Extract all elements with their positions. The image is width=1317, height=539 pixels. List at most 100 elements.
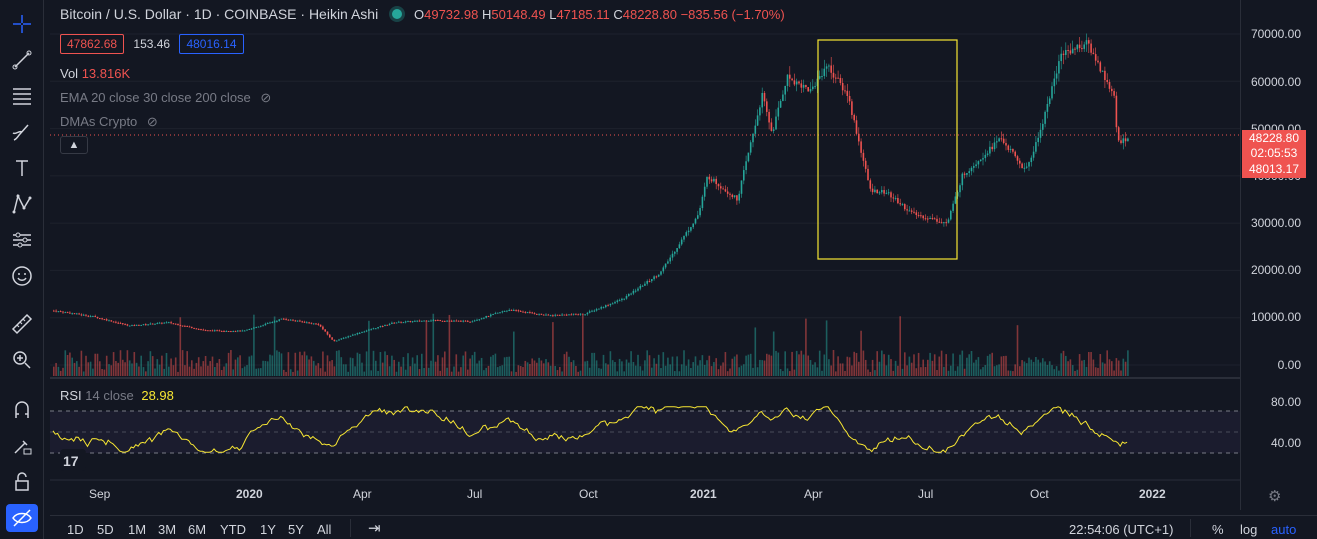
candle-body [186,325,188,327]
range-6m[interactable]: 6M [188,522,207,537]
volume-bar [480,357,483,376]
candle-body [1106,79,1108,83]
goto-date-icon[interactable]: ⇥ [368,520,381,537]
buy-price-button[interactable]: 48016.14 [179,34,244,54]
volume-bar [600,368,602,376]
candle-body [269,322,271,324]
volume-bar [1090,352,1092,376]
lock-icon[interactable] [6,468,38,496]
range-1y[interactable]: 1Y [260,522,276,537]
candle-body [110,320,113,322]
volume-bar [862,350,865,376]
settings-gear-icon[interactable]: ⚙ [1268,488,1282,505]
fib-retracement-icon[interactable] [6,82,38,110]
range-1m[interactable]: 1M [128,522,147,537]
volume-bar [501,365,504,376]
ema-legend[interactable]: EMA 20 close 30 close 200 close ⊘ [60,90,272,105]
candle-body [522,311,524,313]
volume-bar [956,366,959,376]
prediction-icon[interactable] [6,226,38,254]
range-1d[interactable]: 1D [67,522,84,537]
zoom-in-icon[interactable] [6,346,38,374]
volume-bar [821,370,823,376]
volume-bar [1035,356,1037,376]
symbol-title[interactable]: Bitcoin / U.S. Dollar · 1D · COINBASE · … [60,6,379,22]
clock-timezone[interactable]: 22:54:06 (UTC+1) [1069,522,1174,537]
candle-body [943,222,945,224]
collapse-legend-button[interactable]: ▲ [60,136,88,154]
volume-bar [1019,366,1021,376]
range-all[interactable]: All [317,522,332,537]
candle-body [278,319,280,321]
volume-bar [453,366,455,376]
text-tool-icon[interactable] [6,154,38,182]
candle-body [335,340,338,342]
candle-body [414,320,416,322]
hide-drawings-icon[interactable] [6,504,38,532]
volume-bar [329,361,331,376]
drawing-toolbar [0,0,44,539]
candle-body [540,313,543,315]
volume-bar [55,362,57,376]
crosshair-icon[interactable] [6,10,38,38]
close-value: 48228.80 [622,7,677,22]
trend-line-icon[interactable] [6,46,38,74]
candle-body [1051,86,1053,99]
candle-body [340,338,343,340]
volume-bar [1055,366,1058,376]
volume-bar [315,365,317,376]
candle-body [648,281,651,283]
volume-bar [400,366,402,376]
range-3m[interactable]: 3M [158,522,177,537]
candle-body [471,321,474,323]
price-chart[interactable]: 17 [50,0,1240,510]
volume-bar [782,371,784,376]
change-value: −835.56 (−1.70%) [680,7,785,22]
range-5d[interactable]: 5D [97,522,114,537]
lock-drawing-icon[interactable] [6,432,38,460]
candle-body [179,325,182,327]
volume-legend[interactable]: Vol 13.816K [60,66,131,81]
volume-bar [611,360,614,376]
volume-bar [738,367,740,376]
volume-bar [368,320,370,376]
volume-bar [170,358,172,376]
volume-bar [388,366,391,376]
volume-bar [996,365,998,376]
sell-price-button[interactable]: 47862.68 [60,34,125,54]
brush-icon[interactable] [6,118,38,146]
volume-bar [508,356,510,376]
candle-body [1097,60,1099,63]
volume-bar [278,351,280,376]
candle-body [634,290,637,292]
rsi-legend[interactable]: RSI 14 close 28.98 [60,388,174,403]
dma-legend[interactable]: DMAs Crypto ⊘ [60,114,158,129]
percent-toggle[interactable]: % [1212,522,1224,537]
volume-bar [1007,370,1010,376]
magnet-icon[interactable] [6,396,38,424]
emoji-icon[interactable] [6,262,38,290]
volume-bar [285,371,287,376]
price-axis[interactable]: 70000.00 60000.00 50000.00 40000.00 3000… [1240,0,1317,510]
volume-bar [1014,364,1016,376]
range-5y[interactable]: 5Y [288,522,304,537]
volume-bar [1081,360,1083,376]
candle-body [1094,54,1097,61]
pattern-icon[interactable] [6,190,38,218]
candle-body [437,320,439,322]
candle-body [637,288,639,291]
ruler-icon[interactable] [6,310,38,338]
volume-bar [664,365,667,376]
candle-body [163,322,165,324]
volume-bar [846,356,849,376]
log-toggle[interactable]: log [1240,522,1258,537]
volume-bar [87,362,90,376]
auto-toggle[interactable]: auto [1271,522,1297,537]
range-ytd[interactable]: YTD [220,522,246,537]
candle-body [807,87,809,92]
candle-body [756,115,759,126]
volume-bar [726,371,729,376]
candle-body [577,314,579,316]
candle-body [556,314,559,316]
candle-body [89,316,92,318]
